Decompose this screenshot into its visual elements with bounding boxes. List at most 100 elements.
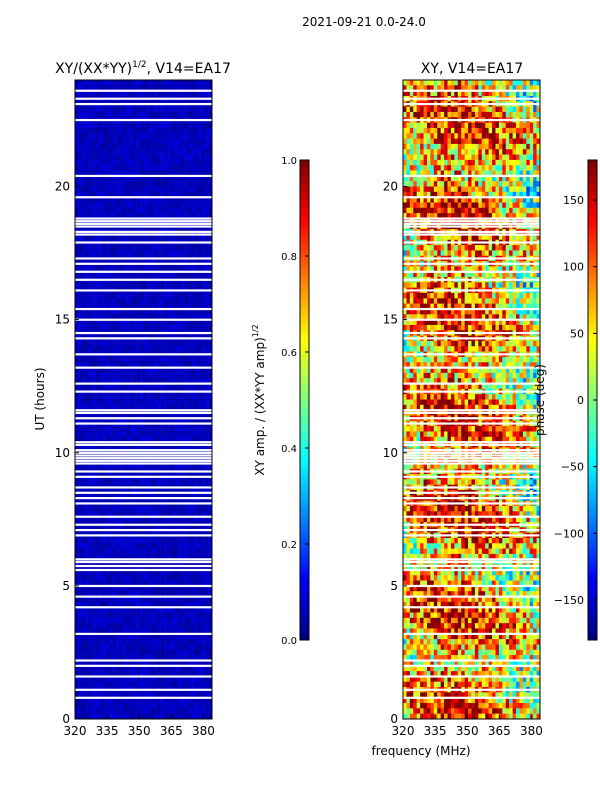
- flagged-row: [403, 459, 540, 462]
- flagged-row: [403, 174, 540, 178]
- flagged-row: [403, 230, 540, 233]
- x-tick-label: 335: [96, 724, 119, 738]
- flagged-row: [75, 584, 212, 588]
- colorbar-tick-label: 0.2: [281, 540, 297, 551]
- colorbar-tick-label: −150: [554, 594, 584, 607]
- right-colorbar-ticks: −150 −100 −50 0 50 100 150: [554, 194, 597, 607]
- flagged-row: [75, 560, 212, 564]
- flagged-row: [403, 449, 540, 452]
- left-heatmap: [75, 80, 213, 720]
- colorbar-tick-label: 0.6: [281, 348, 297, 359]
- flagged-row: [403, 454, 540, 457]
- flagged-row: [75, 595, 212, 598]
- flagged-row: [75, 664, 212, 667]
- flagged-row: [75, 449, 212, 452]
- flagged-row: [75, 486, 212, 489]
- right-plot-frame: [402, 79, 541, 720]
- flagged-row: [75, 262, 212, 265]
- y-tick-label: 10: [55, 446, 70, 460]
- flagged-row: [75, 534, 212, 537]
- right-title: XY, V14=EA17: [421, 61, 523, 77]
- left-colorbar-ticks: 0.0 0.2 0.4 0.6 0.8 1.0: [281, 156, 309, 647]
- flagged-row: [75, 353, 212, 356]
- flagged-row: [403, 675, 540, 678]
- flagged-row: [75, 462, 212, 465]
- flagged-row: [403, 422, 540, 425]
- flagged-row: [75, 523, 212, 526]
- flagged-row: [403, 523, 540, 526]
- left-title: XY/(XX*YY)1/2, V14=EA17: [55, 60, 231, 77]
- colorbar-tick-label: 0: [577, 394, 584, 407]
- flagged-row: [75, 331, 212, 335]
- y-tick-label: 20: [383, 180, 398, 194]
- flagged-row: [403, 382, 540, 385]
- flagged-row: [403, 97, 540, 100]
- y-tick-label: 5: [390, 579, 398, 593]
- flagged-row: [403, 491, 540, 494]
- x-tick-label: 350: [456, 724, 479, 738]
- colorbar-tick-label: 1.0: [281, 156, 297, 167]
- flagged-row: [75, 491, 212, 494]
- left-y-axis: 0 5 10 15 20: [55, 180, 79, 726]
- right-y-axis: 0 5 10 15 20: [383, 180, 407, 726]
- flagged-row: [75, 558, 212, 561]
- flagged-row: [403, 366, 540, 369]
- colorbar-tick-label: 0.8: [281, 252, 297, 263]
- x-tick-label: 380: [520, 724, 543, 738]
- flagged-row: [403, 217, 540, 220]
- flagged-row: [403, 560, 540, 564]
- flagged-row: [403, 486, 540, 489]
- flagged-row: [75, 257, 212, 260]
- x-tick-label: 335: [424, 724, 447, 738]
- flagged-row: [403, 318, 540, 321]
- flagged-row: [403, 606, 540, 609]
- figure-suptitle: 2021-09-21 0.0-24.0: [302, 15, 426, 29]
- flagged-row: [75, 454, 212, 457]
- colorbar-tick-label: 0.4: [281, 444, 297, 455]
- colorbar-tick-label: −50: [561, 461, 584, 474]
- shared-xlabel: frequency (MHz): [371, 744, 470, 758]
- flagged-row: [75, 675, 212, 678]
- flagged-row: [75, 515, 212, 518]
- flagged-row: [75, 457, 212, 460]
- flagged-row: [403, 409, 540, 412]
- flagged-row: [403, 102, 540, 106]
- right-colorbar: −150 −100 −50 0 50 100 150 phase (deg): [533, 159, 598, 641]
- y-tick-label: 15: [55, 313, 70, 327]
- y-tick-label: 0: [390, 712, 398, 726]
- colorbar-tick-label: −100: [554, 527, 584, 540]
- flagged-row: [403, 558, 540, 561]
- flagged-row: [403, 270, 540, 273]
- flagged-row: [403, 225, 540, 228]
- x-tick-label: 365: [160, 724, 183, 738]
- flagged-row: [403, 470, 540, 473]
- flagged-row: [403, 331, 540, 335]
- flagged-row: [403, 664, 540, 667]
- flagged-row: [403, 451, 540, 454]
- flagged-row: [75, 97, 212, 100]
- flagged-row: [403, 443, 540, 446]
- flagged-row: [75, 659, 212, 662]
- left-plot-frame: [74, 79, 213, 720]
- flagged-row: [403, 220, 540, 223]
- flagged-row: [75, 220, 212, 223]
- flagged-row: [403, 584, 540, 588]
- flagged-row: [403, 441, 540, 444]
- x-tick-label: 365: [488, 724, 511, 738]
- flagged-row: [403, 241, 540, 244]
- flagged-row: [403, 307, 540, 311]
- flagged-row: [403, 390, 540, 393]
- flagged-row: [75, 222, 212, 225]
- flagged-row: [75, 337, 212, 340]
- flagged-row: [75, 217, 212, 220]
- flagged-row: [75, 451, 212, 454]
- left-colorbar-gradient: [299, 159, 310, 641]
- y-tick-label: 0: [62, 712, 70, 726]
- flagged-row: [75, 688, 212, 691]
- flagged-row: [75, 241, 212, 244]
- flagged-row: [75, 443, 212, 446]
- flagged-row: [75, 318, 212, 321]
- flagged-row: [403, 89, 540, 92]
- flagged-row: [403, 564, 540, 568]
- flagged-row: [403, 696, 540, 699]
